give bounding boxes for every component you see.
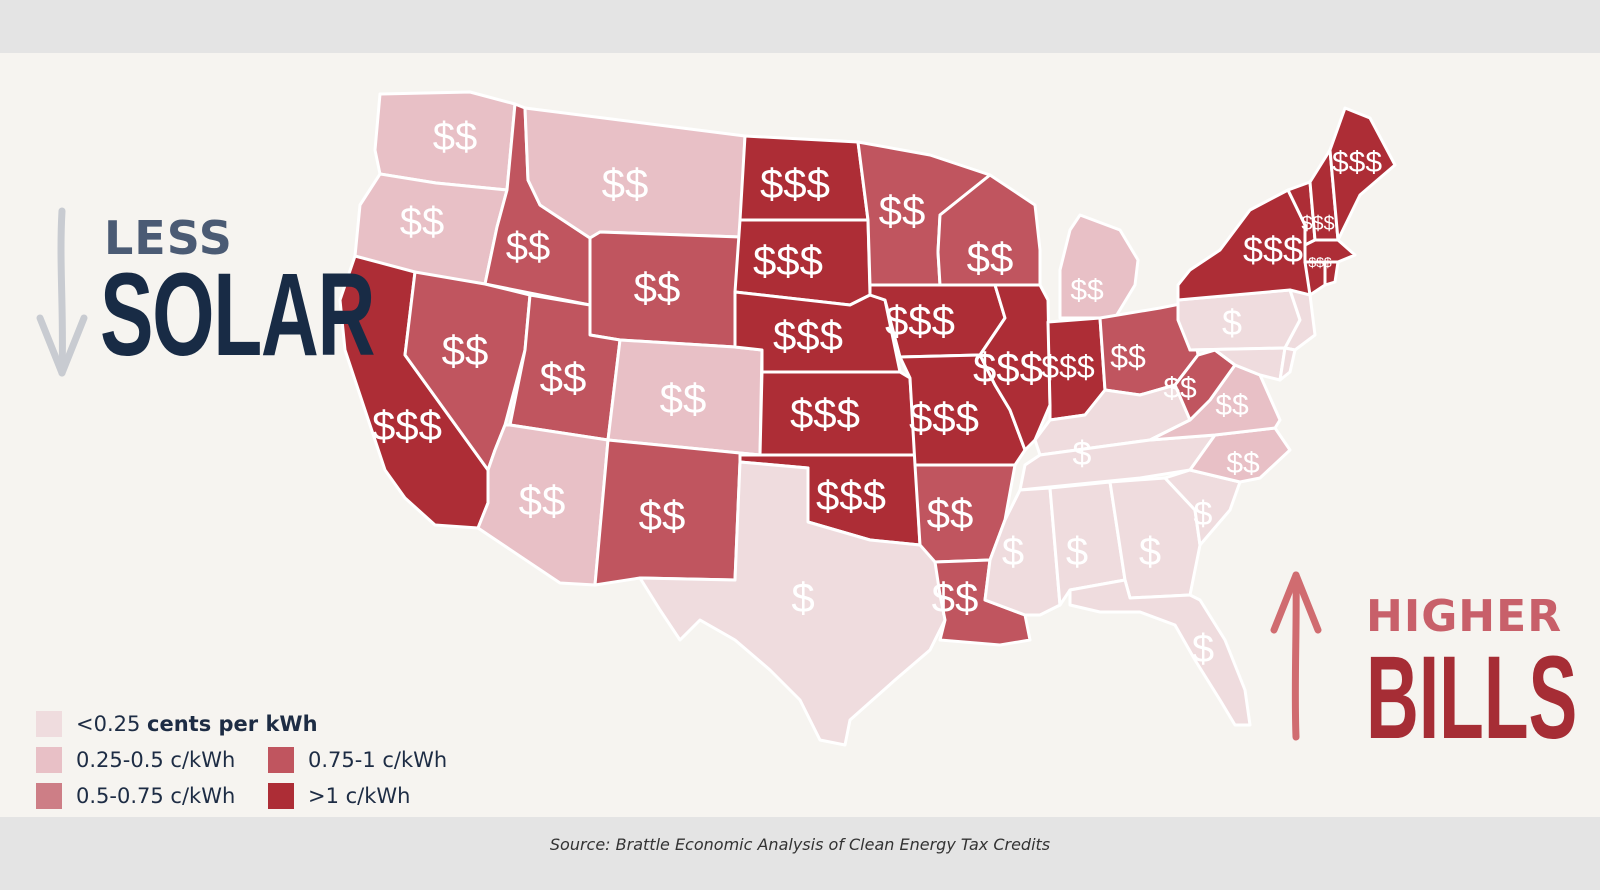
label-ky: $ <box>1073 435 1092 473</box>
legend-swatch <box>36 711 62 737</box>
legend-label: >1 c/kWh <box>308 784 411 808</box>
state-tx <box>638 460 947 747</box>
legend-swatch <box>36 783 62 809</box>
label-fl: $ <box>1192 627 1214 671</box>
label-va: $$ <box>1215 389 1249 422</box>
up-arrow-icon <box>1270 571 1322 741</box>
top-bar <box>0 0 1600 53</box>
legend-item-lvl5: >1 c/kWh <box>268 783 411 809</box>
label-me: $$$ <box>1332 146 1382 179</box>
label-oh: $$ <box>1110 339 1146 375</box>
label-or: $$ <box>400 200 445 244</box>
label-ny: $$$ <box>1243 229 1303 270</box>
label-ma: $$$ <box>1308 254 1332 270</box>
label-ar: $$ <box>927 490 974 537</box>
down-arrow-icon <box>36 207 88 377</box>
label-ne: $$$ <box>773 312 843 359</box>
legend-item-lvl2: 0.25-0.5 c/kWh <box>36 747 235 773</box>
label-nm: $$ <box>639 492 686 539</box>
legend-item-lvl3: 0.5-0.75 c/kWh <box>36 783 235 809</box>
label-ms: $ <box>1002 530 1024 574</box>
label-la: $$ <box>932 574 979 621</box>
legend-label: 0.75-1 c/kWh <box>308 748 448 772</box>
label-ga: $ <box>1139 530 1161 574</box>
solar-heading: SOLAR <box>100 249 375 381</box>
label-wy: $$ <box>634 264 681 311</box>
bills-heading: BILLS <box>1366 632 1578 764</box>
legend-swatch <box>36 747 62 773</box>
legend: <0.25 cents per kWh 0.25-0.5 c/kWh 0.75-… <box>36 711 496 817</box>
label-tx: $ <box>791 574 814 621</box>
labels-layer: $$ $$ $$$ $$ $$ $$ $$ $$ $$ $$ $$ $$$ $$… <box>372 115 1382 671</box>
label-co: $$ <box>660 375 707 422</box>
footer-bar <box>0 817 1600 890</box>
legend-label: 0.25-0.5 c/kWh <box>76 748 236 772</box>
legend-swatch <box>268 783 294 809</box>
states-layer <box>338 90 1397 747</box>
higher-heading: HIGHER <box>1366 591 1563 642</box>
label-al: $ <box>1066 530 1088 574</box>
label-mo: $$$ <box>909 394 979 441</box>
legend-item-lvl4: 0.75-1 c/kWh <box>268 747 447 773</box>
us-map: $$ $$ $$$ $$ $$ $$ $$ $$ $$ $$ $$ $$$ $$… <box>338 90 1397 747</box>
map-panel: $$ $$ $$$ $$ $$ $$ $$ $$ $$ $$ $$ $$$ $$… <box>0 53 1600 817</box>
source-note: Source: Brattle Economic Analysis of Cle… <box>549 835 1051 854</box>
label-mi: $$ <box>1070 274 1104 307</box>
legend-item-lvl1: <0.25 cents per kWh <box>36 711 318 737</box>
label-az: $$ <box>519 477 566 524</box>
label-ca: $$$ <box>372 402 442 449</box>
label-vt: $$$ <box>1301 213 1334 235</box>
label-mt: $$ <box>602 160 649 207</box>
label-sd: $$$ <box>753 237 823 284</box>
label-ut: $$ <box>540 354 587 401</box>
legend-swatch <box>268 747 294 773</box>
state-de <box>1278 346 1297 382</box>
legend-label: <0.25 cents per kWh <box>76 712 318 736</box>
label-wa: $$ <box>433 115 478 159</box>
label-wi: $$ <box>967 234 1014 281</box>
label-ks: $$$ <box>790 390 860 437</box>
label-ia: $$$ <box>885 297 955 344</box>
state-ri <box>1323 260 1340 287</box>
label-nv: $$ <box>442 327 489 374</box>
state-fl <box>1068 578 1252 727</box>
label-sc: $ <box>1194 495 1213 533</box>
label-in: $$$ <box>1041 349 1095 385</box>
label-il: $$$ <box>973 344 1043 391</box>
label-nd: $$$ <box>760 160 830 207</box>
label-pa: $ <box>1222 302 1242 343</box>
state-il <box>978 283 1052 452</box>
label-mn: $$ <box>879 187 926 234</box>
less-heading: LESS <box>104 211 233 265</box>
label-ok: $$$ <box>816 472 886 519</box>
legend-label: 0.5-0.75 c/kWh <box>76 784 236 808</box>
label-nc: $$ <box>1226 447 1260 480</box>
label-id: $$ <box>506 225 551 269</box>
label-wv: $$ <box>1163 372 1197 405</box>
